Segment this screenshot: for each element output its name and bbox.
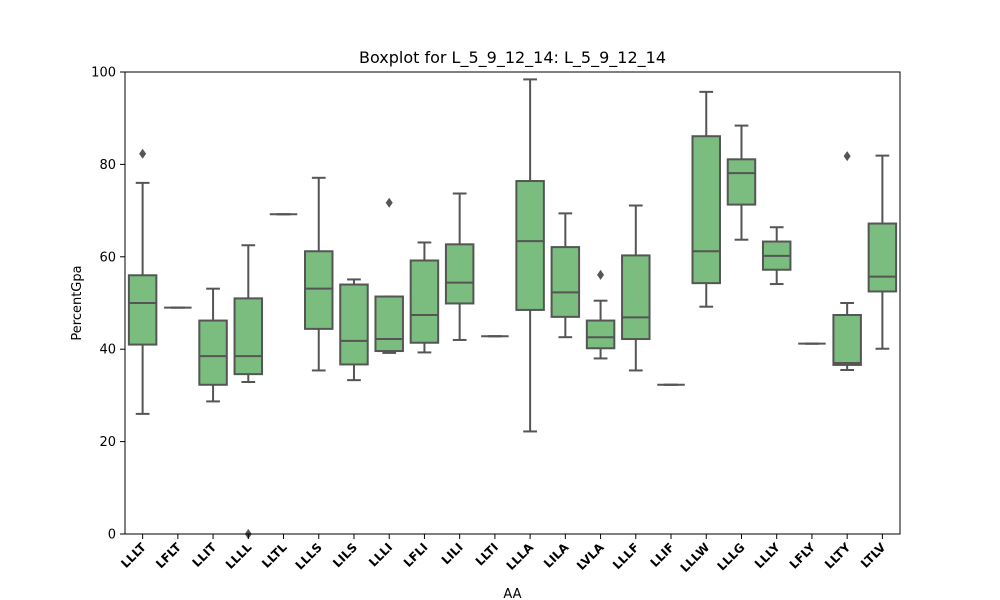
x-tick-label: LLLI [366, 540, 395, 569]
box-group-lllw [691, 90, 721, 308]
x-tick-label: LILA [541, 540, 572, 571]
x-tick-label: LLLY [752, 540, 783, 571]
x-tick-label: LILI [439, 540, 466, 567]
box-group-lllg [726, 124, 757, 241]
box-group-lvla [585, 269, 616, 360]
box [867, 222, 898, 293]
box [409, 259, 440, 344]
plot-area [127, 78, 898, 539]
y-axis-label: PercentGpa [70, 265, 85, 340]
y-tick-label: 80 [99, 158, 116, 173]
box [444, 243, 475, 305]
x-tick-label: LTLV [858, 540, 889, 571]
box-group-lllt [127, 148, 158, 415]
x-tick-label: LLLL [223, 540, 255, 572]
box [585, 319, 616, 350]
x-tick-label: LFLT [153, 540, 184, 571]
x-tick-label: LVLA [574, 540, 607, 573]
x-tick-label: LLLF [610, 540, 642, 572]
y-tick-label: 40 [99, 343, 116, 358]
box [691, 135, 721, 285]
box [621, 254, 651, 341]
y-tick-label: 20 [99, 435, 116, 450]
box [726, 158, 757, 206]
box-group-llly [761, 226, 792, 286]
box [127, 274, 158, 346]
x-tick-label: LFLI [401, 540, 431, 570]
x-tick-label: LLLW [678, 540, 713, 575]
outlier-marker [843, 151, 851, 162]
box-group-lili [444, 192, 475, 341]
x-tick-label: LLTI [473, 540, 501, 568]
x-tick-label: LLIT [190, 540, 220, 570]
x-tick-label: LLLG [715, 540, 748, 573]
box-group-llty [832, 151, 862, 371]
x-axis: LLLT LFLT LLIT LLLL LLTL LLLS LILS LLLI LFLI LILI… [118, 534, 889, 575]
outlier-marker [597, 269, 605, 280]
x-tick-label: LILS [330, 540, 360, 570]
box-group-ltlv [867, 154, 898, 350]
box-group-lila [550, 212, 581, 339]
x-tick-label: LLLA [504, 540, 537, 573]
box [374, 295, 404, 353]
y-tick-label: 60 [99, 250, 116, 265]
chart-title: Boxplot for L_5_9_12_14: L_5_9_12_14 [359, 48, 666, 68]
x-tick-label: LLLT [118, 540, 149, 571]
outlier-marker [139, 148, 147, 159]
x-tick-label: LLLS [293, 540, 325, 572]
x-axis-label: AA [503, 587, 521, 600]
x-tick-label: LLIF [647, 540, 677, 570]
box [832, 314, 862, 366]
box [515, 180, 545, 311]
x-tick-label: LLTL [259, 540, 290, 571]
box-group-llla [515, 78, 545, 433]
box [233, 297, 264, 376]
box [304, 250, 334, 330]
box [339, 283, 369, 366]
box-group-llit [198, 287, 228, 403]
plot-frame [124, 71, 901, 535]
y-axis: 0 20 40 60 80 100 [91, 66, 125, 543]
box-group-llll [233, 244, 264, 539]
x-tick-label: LLTY [822, 540, 853, 571]
box-group-llls [304, 176, 334, 372]
box [550, 246, 581, 318]
box [198, 319, 228, 386]
x-tick-label: LFLY [787, 540, 819, 572]
y-tick-label: 100 [91, 66, 116, 81]
y-tick-label: 0 [108, 528, 116, 543]
box-group-lfli [409, 241, 440, 354]
box-group-lils [339, 278, 369, 382]
box-group-lllf [621, 204, 651, 372]
outlier-marker [385, 197, 393, 208]
box-group-llli [374, 197, 404, 354]
